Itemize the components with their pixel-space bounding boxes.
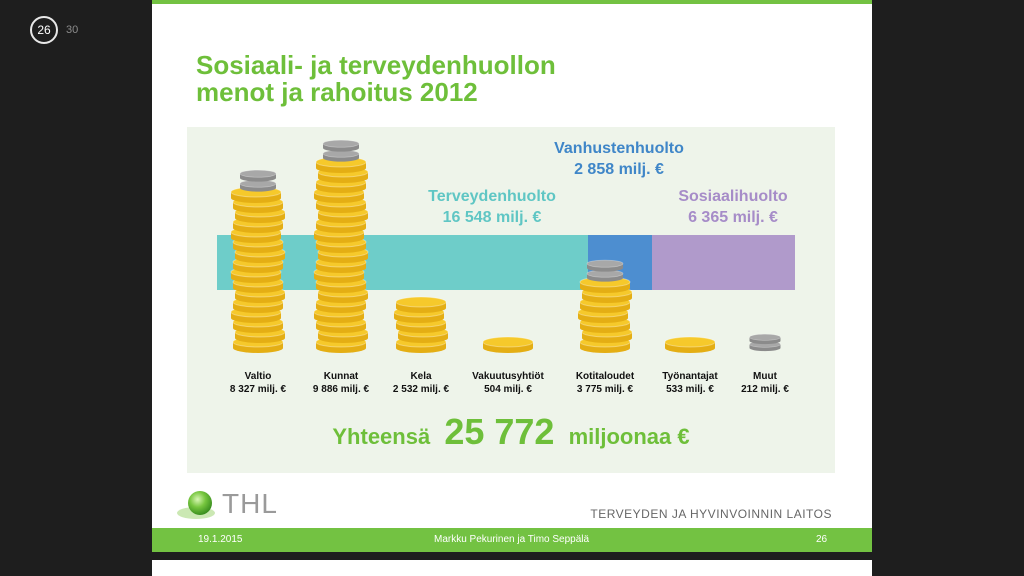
page-counter: 26 30 xyxy=(30,16,78,44)
silver-coin xyxy=(322,139,360,152)
slide-title: Sosiaali- ja terveydenhuollon menot ja r… xyxy=(196,52,556,106)
funder-label-tyonantajat: Työnantajat 533 milj. € xyxy=(635,370,745,396)
footer-date: 19.1.2015 xyxy=(198,534,243,545)
title-line-1: Sosiaali- ja terveydenhuollon xyxy=(196,50,556,80)
funder-label-kotitaloudet: Kotitaloudet 3 775 milj. € xyxy=(550,370,660,396)
funder-label-kunnat: Kunnat 9 886 milj. € xyxy=(286,370,396,396)
top-accent-bar xyxy=(152,0,872,4)
silver-coin xyxy=(586,259,624,272)
funder-amount: 9 886 milj. € xyxy=(312,384,370,395)
funder-amount: 3 775 milj. € xyxy=(576,384,634,395)
funder-amount: 2 532 milj. € xyxy=(392,384,450,395)
coin xyxy=(482,336,534,353)
funder-amount: 533 milj. € xyxy=(666,384,714,395)
funder-label-vakuutusyhtiot: Vakuutusyhtiöt 504 milj. € xyxy=(453,370,563,396)
category-label-sosiaalihuolto: Sosiaalihuolto 6 365 milj. € xyxy=(648,186,818,228)
silver-coin xyxy=(239,179,277,192)
category-name: Terveydenhuolto xyxy=(428,188,556,205)
thl-logo-icon xyxy=(177,491,215,519)
funder-label-kela: Kela 2 532 milj. € xyxy=(366,370,476,396)
category-label-terveydenhuolto: Terveydenhuolto 16 548 milj. € xyxy=(407,186,577,228)
funder-name: Kotitaloudet xyxy=(575,371,635,382)
category-name: Vanhustenhuolto xyxy=(554,140,684,157)
total-prefix: Yhteensä xyxy=(332,424,431,449)
category-amount: 2 858 milj. € xyxy=(574,161,664,178)
category-label-vanhustenhuolto: Vanhustenhuolto 2 858 milj. € xyxy=(524,138,714,180)
funder-name: Työnantajat xyxy=(662,371,718,382)
silver-coin xyxy=(322,149,360,162)
next-slide-peek xyxy=(152,560,872,576)
coin xyxy=(395,296,447,313)
funder-label-muut: Muut 212 milj. € xyxy=(710,370,820,396)
funder-amount: 8 327 milj. € xyxy=(229,384,287,395)
silver-coin xyxy=(749,333,781,345)
footer-page-number: 26 xyxy=(816,534,828,545)
category-amount: 16 548 milj. € xyxy=(442,209,542,226)
funder-amount: 504 milj. € xyxy=(484,384,532,395)
funder-amount: 212 milj. € xyxy=(741,384,789,395)
funder-name: Muut xyxy=(753,371,777,382)
total-suffix: miljoonaa € xyxy=(568,424,690,449)
funder-name: Vakuutusyhtiöt xyxy=(472,371,544,382)
funder-name: Kunnat xyxy=(323,371,359,382)
title-line-2: menot ja rahoitus 2012 xyxy=(196,77,478,107)
total-spending: Yhteensä 25 772 miljoonaa € xyxy=(187,411,835,453)
organization-name: TERVEYDEN JA HYVINVOINNIN LAITOS xyxy=(590,507,832,521)
slide: Sosiaali- ja terveydenhuollon menot ja r… xyxy=(152,0,872,552)
funding-diagram: Vanhustenhuolto 2 858 milj. € Terveydenh… xyxy=(187,127,835,473)
silver-coin xyxy=(239,169,277,182)
footer-authors: Markku Pekurinen ja Timo Seppälä xyxy=(434,534,590,545)
funder-label-valtio: Valtio 8 327 milj. € xyxy=(203,370,313,396)
category-amount: 6 365 milj. € xyxy=(688,209,778,226)
funder-name: Valtio xyxy=(244,371,272,382)
category-name: Sosiaalihuolto xyxy=(678,188,788,205)
total-pages: 30 xyxy=(66,24,79,36)
coin xyxy=(664,336,716,353)
logo-text: THL xyxy=(222,488,278,519)
slide-footer: 19.1.2015 Markku Pekurinen ja Timo Seppä… xyxy=(152,528,872,552)
coin-stacks xyxy=(230,139,781,353)
spending-bar-sosiaalihuolto xyxy=(652,235,795,290)
current-page-indicator[interactable]: 26 xyxy=(30,16,58,44)
total-value: 25 772 xyxy=(444,411,555,452)
funder-name: Kela xyxy=(410,371,432,382)
silver-coin xyxy=(586,269,624,282)
